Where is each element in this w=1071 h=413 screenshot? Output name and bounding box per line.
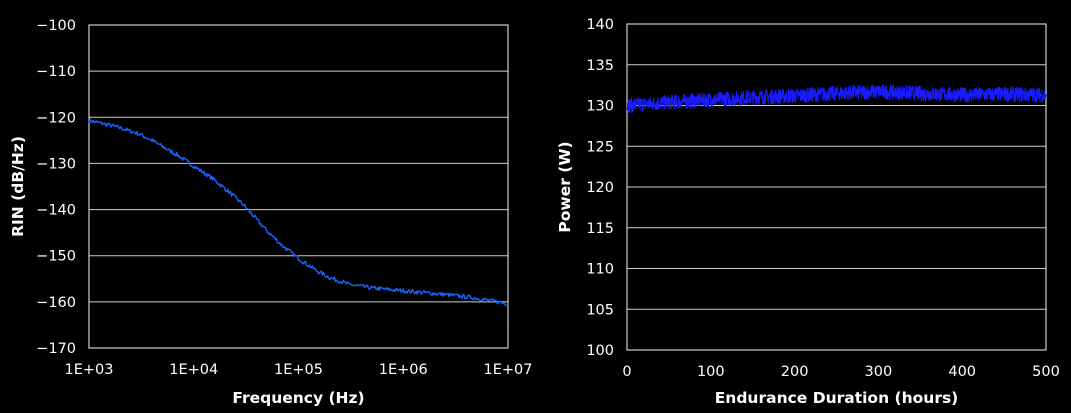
y-tick-label: 140	[586, 17, 614, 33]
x-tick-label: 0	[622, 364, 631, 380]
y-tick-label: 130	[586, 99, 614, 115]
x-tick-label: 1E+04	[169, 362, 218, 378]
x-tick-label: 500	[1032, 364, 1060, 380]
y-tick-label: 125	[586, 139, 614, 155]
y-tick-label: 110	[586, 262, 614, 278]
y-tick-label: −160	[36, 295, 76, 311]
x-axis-label: Frequency (Hz)	[232, 389, 364, 407]
y-tick-label: −100	[36, 18, 76, 34]
y-tick-label: −120	[36, 110, 76, 126]
y-tick-label: −110	[36, 64, 76, 80]
x-tick-label: 100	[697, 364, 725, 380]
power-chart: 100 105 110 115 120 125 130 135 140 0 100 200 300 400…	[556, 17, 1060, 407]
series-line	[88, 118, 509, 306]
x-tick-label: 1E+03	[65, 362, 114, 378]
x-axis-label: Endurance Duration (hours)	[715, 389, 959, 407]
y-tick-label: −140	[36, 203, 76, 219]
plot-frame	[626, 23, 1047, 351]
plot-frame	[88, 24, 509, 349]
x-tick-label: 300	[865, 364, 893, 380]
y-tick-label: −130	[36, 156, 76, 172]
y-tick-label: 135	[586, 58, 614, 74]
x-tick-label: 1E+05	[274, 362, 323, 378]
y-axis-label: Power (W)	[556, 141, 574, 232]
x-tick-label: 1E+06	[379, 362, 428, 378]
rin-chart: −100 −110 −120 −130 −140 −150 −160 −170 1E+03 1E+…	[9, 18, 533, 407]
y-tick-label: 105	[586, 302, 614, 318]
y-tick-label: −170	[36, 341, 76, 357]
y-tick-label: −150	[36, 249, 76, 265]
y-tick-label: 120	[586, 180, 614, 196]
series-line	[626, 84, 1047, 114]
y-tick-label: 100	[586, 343, 614, 359]
x-tick-label: 400	[948, 364, 976, 380]
y-tick-label: 115	[586, 221, 614, 237]
y-axis-label: RIN (dB/Hz)	[9, 136, 27, 237]
x-tick-label: 1E+07	[484, 362, 533, 378]
x-tick-label: 200	[781, 364, 809, 380]
